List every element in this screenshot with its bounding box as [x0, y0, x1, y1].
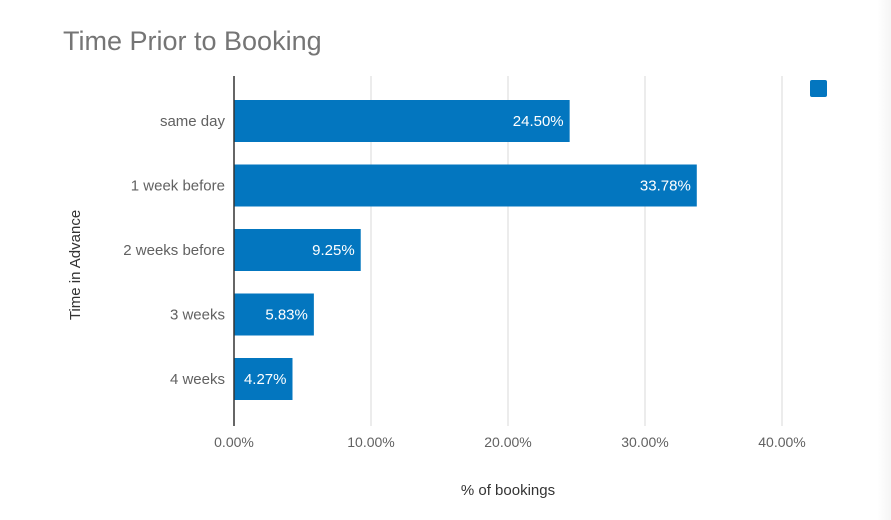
x-tick-labels: 0.00% 10.00% 20.00% 30.00% 40.00% — [214, 434, 806, 450]
bar — [234, 164, 697, 207]
data-label: 5.83% — [265, 307, 308, 324]
bar — [234, 229, 361, 271]
x-tick-label: 20.00% — [484, 434, 531, 450]
chart-title: Time Prior to Booking — [63, 26, 322, 56]
x-tick-label: 10.00% — [347, 434, 394, 450]
bars — [234, 100, 697, 400]
x-axis-title: % of bookings — [461, 482, 555, 499]
legend-swatch — [810, 80, 827, 97]
bar — [234, 293, 314, 336]
category-label: 4 weeks — [170, 371, 225, 388]
x-tick-label: 0.00% — [214, 434, 254, 450]
category-label: 1 week before — [131, 178, 225, 195]
bar — [234, 358, 293, 400]
edge-shadow — [877, 0, 891, 520]
category-label: 3 weeks — [170, 307, 225, 324]
x-tick-label: 40.00% — [758, 434, 805, 450]
data-label: 9.25% — [312, 242, 355, 259]
data-label: 24.50% — [513, 113, 564, 130]
category-labels: same day 1 week before 2 weeks before 3 wee… — [123, 113, 225, 388]
data-label: 4.27% — [244, 371, 287, 388]
category-label: 2 weeks before — [123, 242, 225, 259]
x-tick-label: 30.00% — [621, 434, 668, 450]
category-label: same day — [160, 113, 226, 130]
bar — [234, 100, 570, 142]
y-axis-title: Time in Advance — [67, 210, 84, 320]
data-labels: 24.50% 33.78% 9.25% 5.83% 4.27% — [244, 113, 691, 388]
data-label: 33.78% — [640, 178, 691, 195]
